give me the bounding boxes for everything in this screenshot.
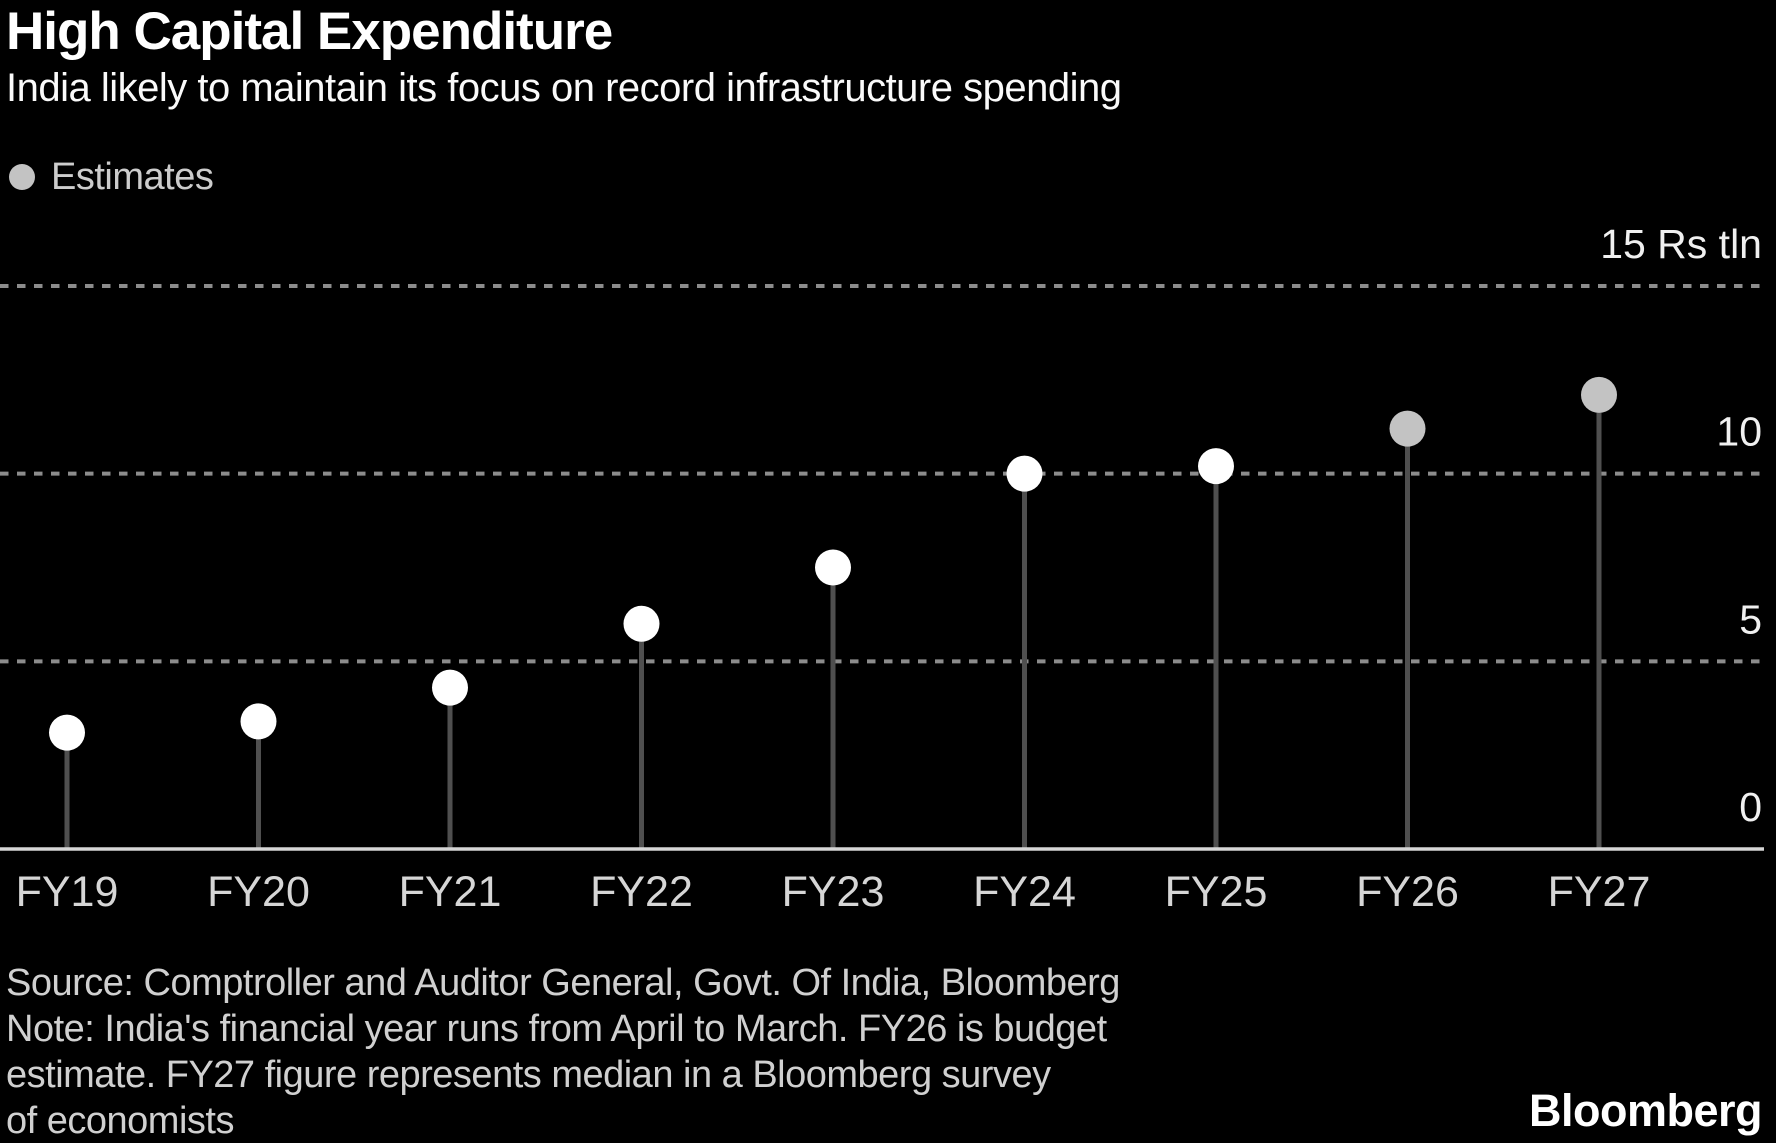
data-point-FY21	[432, 669, 468, 706]
x-axis-label-FY23: FY23	[782, 868, 885, 916]
bloomberg-logo: Bloomberg	[1528, 1085, 1763, 1136]
estimate-point-FY27	[1581, 376, 1617, 413]
x-axis-label-FY21: FY21	[399, 868, 502, 916]
x-axis-label-FY24: FY24	[973, 868, 1076, 916]
data-point-FY23	[815, 549, 851, 586]
estimate-point-FY26	[1389, 410, 1426, 447]
source-line: Source: Comptroller and Auditor General,…	[6, 962, 1120, 1004]
source-note: Source: Comptroller and Auditor General,…	[6, 960, 1120, 1143]
data-point-FY24	[1006, 455, 1043, 492]
chart-subtitle: India likely to maintain its focus on re…	[6, 66, 1122, 110]
data-point-FY20	[240, 703, 277, 740]
data-point-FY25	[1198, 448, 1234, 485]
legend: Estimates	[9, 155, 214, 198]
y-axis-label-15: 15 Rs tln	[1600, 221, 1762, 267]
note-line-1: Note: India's financial year runs from A…	[6, 1008, 1107, 1050]
data-point-FY19	[49, 714, 85, 751]
legend-label-estimates: Estimates	[51, 155, 214, 198]
x-axis-label-FY26: FY26	[1356, 868, 1459, 916]
y-axis-label-10: 10	[1716, 409, 1762, 455]
data-point-FY22	[623, 605, 660, 642]
x-axis-label-FY25: FY25	[1165, 868, 1268, 916]
note-line-2: estimate. FY27 figure represents median …	[6, 1054, 1051, 1096]
note-line-3: of economists	[6, 1100, 234, 1142]
y-axis-label-0: 0	[1739, 784, 1762, 830]
chart-title: High Capital Expenditure	[6, 2, 613, 61]
x-axis-label-FY19: FY19	[16, 868, 119, 916]
y-axis-label-5: 5	[1739, 596, 1762, 642]
x-axis-label-FY27: FY27	[1548, 868, 1651, 916]
x-axis-label-FY20: FY20	[207, 868, 310, 916]
estimates-legend-dot-icon	[9, 164, 35, 190]
x-axis-label-FY22: FY22	[590, 868, 693, 916]
